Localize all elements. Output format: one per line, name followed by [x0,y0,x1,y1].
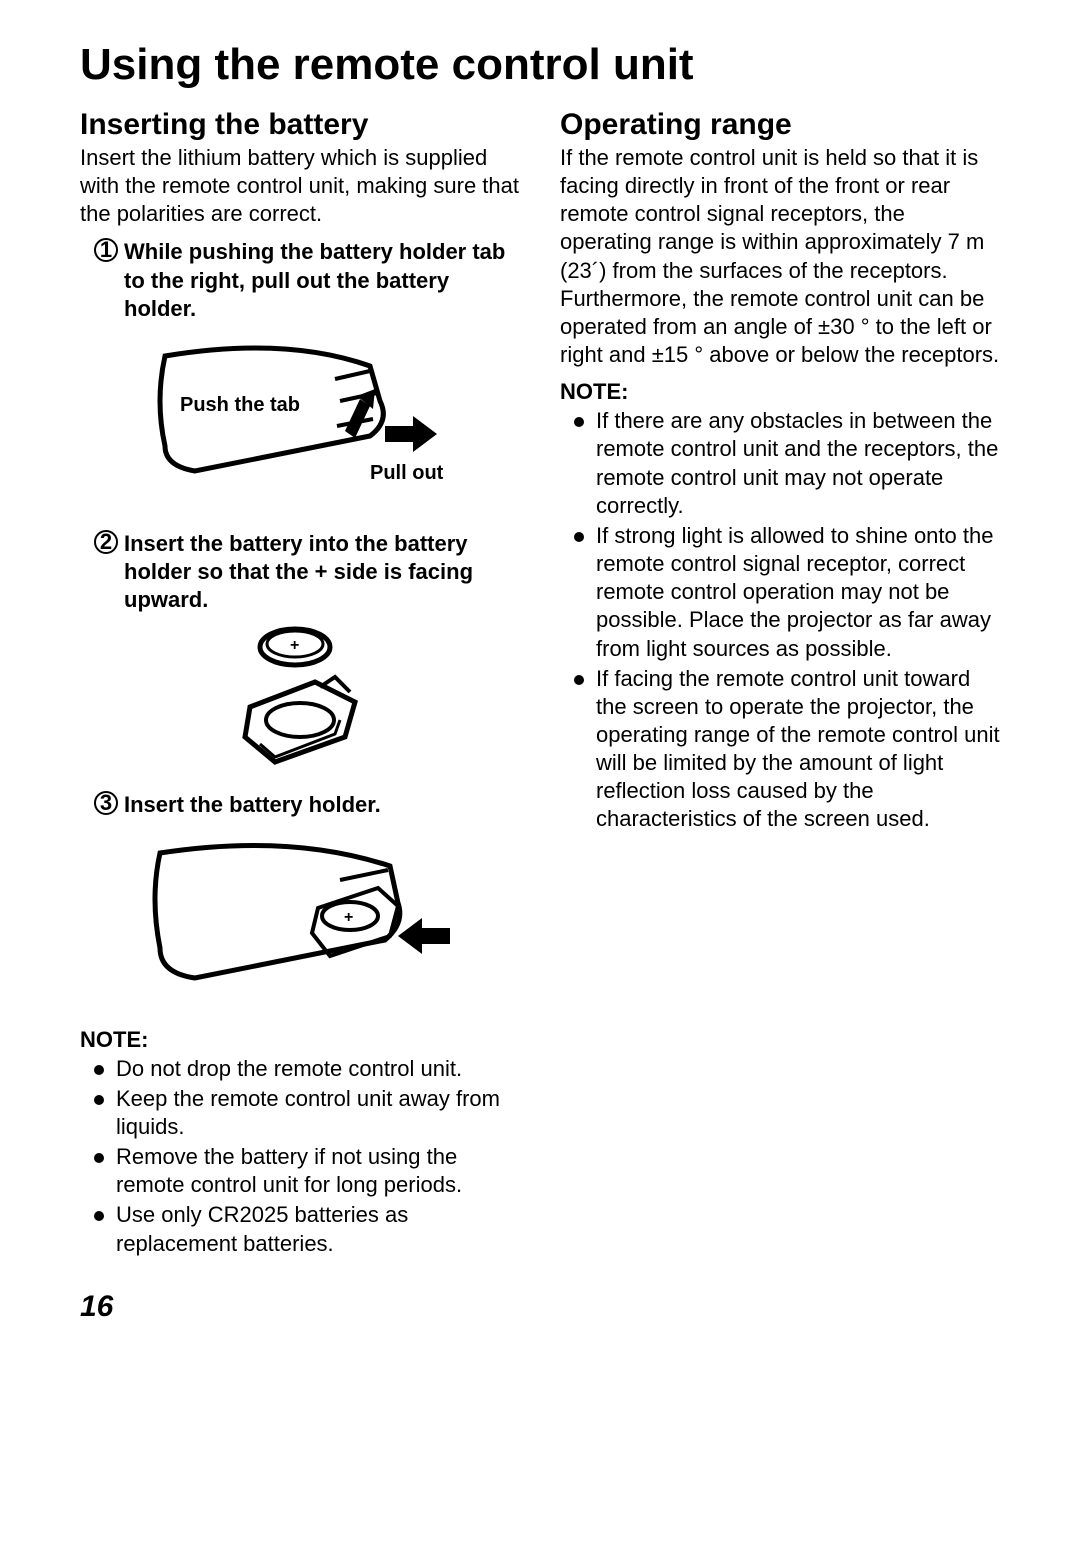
right-note-item: If facing the remote control unit toward… [574,665,1000,834]
step-3-marker: 3 [94,791,118,815]
battery-holder-pullout-icon: Push the tab Pull out [145,331,455,511]
left-note-item: Remove the battery if not using the remo… [94,1143,520,1199]
step-1-text: While pushing the battery holder tab to … [124,238,520,322]
page-title: Using the remote control unit [80,40,1000,90]
battery-insert-icon: + [220,622,380,772]
step-1: 1 While pushing the battery holder tab t… [80,238,520,322]
step-2-marker: 2 [94,530,118,554]
svg-text:+: + [344,909,353,926]
right-note-item: If strong light is allowed to shine onto… [574,522,1000,663]
operating-range-heading: Operating range [560,108,1000,142]
left-note-item: Use only CR2025 batteries as replacement… [94,1201,520,1257]
step-2: 2 Insert the battery into the battery ho… [80,530,520,614]
two-column-layout: Inserting the battery Insert the lithium… [80,108,1000,1260]
left-note-item: Do not drop the remote control unit. [94,1055,520,1083]
page-number: 16 [80,1290,1000,1324]
illustration-1: Push the tab Pull out [80,331,520,516]
step-3-text: Insert the battery holder. [124,791,381,819]
battery-holder-insert-icon: + [140,828,460,1008]
step-2-text: Insert the battery into the battery hold… [124,530,520,614]
pull-out-label: Pull out [370,462,444,484]
inserting-battery-heading: Inserting the battery [80,108,520,142]
left-note-list: Do not drop the remote control unit. Kee… [80,1055,520,1258]
illustration-3: + [80,828,520,1013]
step-3: 3 Insert the battery holder. [80,791,520,819]
illustration-2: + [80,622,520,777]
left-note-item: Keep the remote control unit away from l… [94,1085,520,1141]
right-note-heading: NOTE: [560,379,1000,405]
svg-text:+: + [290,637,299,654]
left-column: Inserting the battery Insert the lithium… [80,108,520,1260]
right-note-item: If there are any obstacles in between th… [574,407,1000,520]
left-note-heading: NOTE: [80,1027,520,1053]
push-tab-label: Push the tab [180,394,300,416]
operating-range-body: If the remote control unit is held so th… [560,144,1000,369]
right-note-list: If there are any obstacles in between th… [560,407,1000,833]
inserting-battery-intro: Insert the lithium battery which is supp… [80,144,520,228]
right-column: Operating range If the remote control un… [560,108,1000,1260]
step-1-marker: 1 [94,238,118,262]
